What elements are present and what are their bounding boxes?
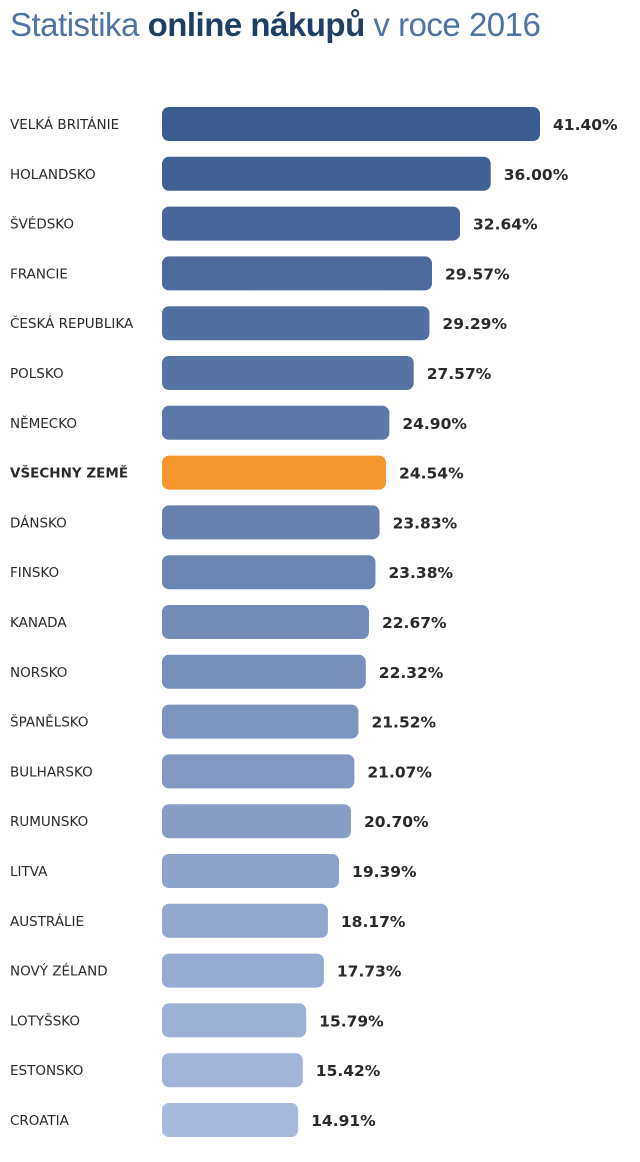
value-label: 24.54% [399, 465, 464, 483]
value-label: 24.90% [402, 415, 467, 433]
bar [162, 953, 324, 988]
bar [162, 405, 390, 440]
title-bold: online nákupů [147, 6, 366, 43]
category-label: NOVÝ ZÉLAND [10, 963, 108, 980]
category-label: FINSKO [10, 565, 59, 581]
bar [162, 903, 328, 938]
bar [162, 1053, 303, 1088]
chart-title: Statistika online nákupů v roce 2016 [10, 6, 541, 44]
title-prefix: Statistika [10, 6, 139, 43]
category-label: RUMUNSKO [10, 814, 88, 830]
category-label: NORSKO [10, 665, 67, 681]
category-label: POLSKO [10, 366, 64, 382]
category-label: NĚMECKO [10, 415, 77, 432]
bar [162, 804, 351, 839]
value-label: 23.83% [393, 514, 458, 532]
bar [162, 356, 414, 390]
bar [162, 854, 340, 888]
category-label: AUSTRÁLIE [10, 913, 84, 930]
category-label: VŠECHNY ZEMĚ [10, 464, 128, 482]
bar [162, 1003, 307, 1038]
title-suffix: v roce 2016 [373, 6, 541, 43]
category-label: KANADA [10, 615, 67, 631]
value-label: 20.70% [364, 813, 429, 831]
value-label: 15.79% [319, 1012, 384, 1030]
category-label: CROATIA [10, 1113, 70, 1129]
category-label: HOLANDSKO [10, 167, 96, 183]
category-label: BULHARSKO [10, 764, 93, 780]
bar [162, 605, 369, 639]
bar [162, 107, 540, 141]
value-label: 23.38% [388, 564, 453, 582]
bar [162, 156, 491, 191]
category-label: ŠVÉDSKO [10, 215, 74, 233]
bar [162, 754, 355, 789]
bar [162, 206, 461, 241]
bar [162, 505, 380, 540]
value-label: 22.67% [382, 614, 447, 632]
category-label: LITVA [10, 864, 48, 880]
bar [162, 455, 387, 490]
value-label: 36.00% [504, 166, 569, 184]
bar [162, 654, 366, 689]
bar [162, 704, 359, 739]
bar [162, 256, 432, 291]
bar [162, 306, 430, 341]
value-label: 32.64% [473, 216, 538, 234]
category-label: ESTONSKO [10, 1063, 83, 1079]
value-label: 21.52% [371, 714, 436, 732]
value-label: 21.07% [367, 763, 432, 781]
category-label: VELKÁ BRITÁNIE [10, 116, 119, 133]
value-label: 17.73% [337, 963, 402, 981]
value-label: 18.17% [341, 913, 406, 931]
category-label: DÁNSKO [10, 514, 67, 531]
value-label: 19.39% [352, 863, 417, 881]
category-label: LOTYŠSKO [10, 1011, 80, 1029]
value-label: 29.29% [442, 315, 507, 333]
category-label: ČESKÁ REPUBLIKA [10, 314, 134, 332]
category-label: ŠPANĚLSKO [10, 713, 89, 731]
category-label: FRANCIE [10, 266, 68, 282]
value-label: 15.42% [316, 1062, 381, 1080]
value-label: 41.40% [553, 116, 618, 134]
bar [162, 555, 376, 590]
value-label: 29.57% [445, 265, 510, 283]
value-label: 27.57% [427, 365, 492, 383]
value-label: 22.32% [379, 664, 444, 682]
value-label: 14.91% [311, 1112, 376, 1130]
bar [162, 1103, 299, 1137]
